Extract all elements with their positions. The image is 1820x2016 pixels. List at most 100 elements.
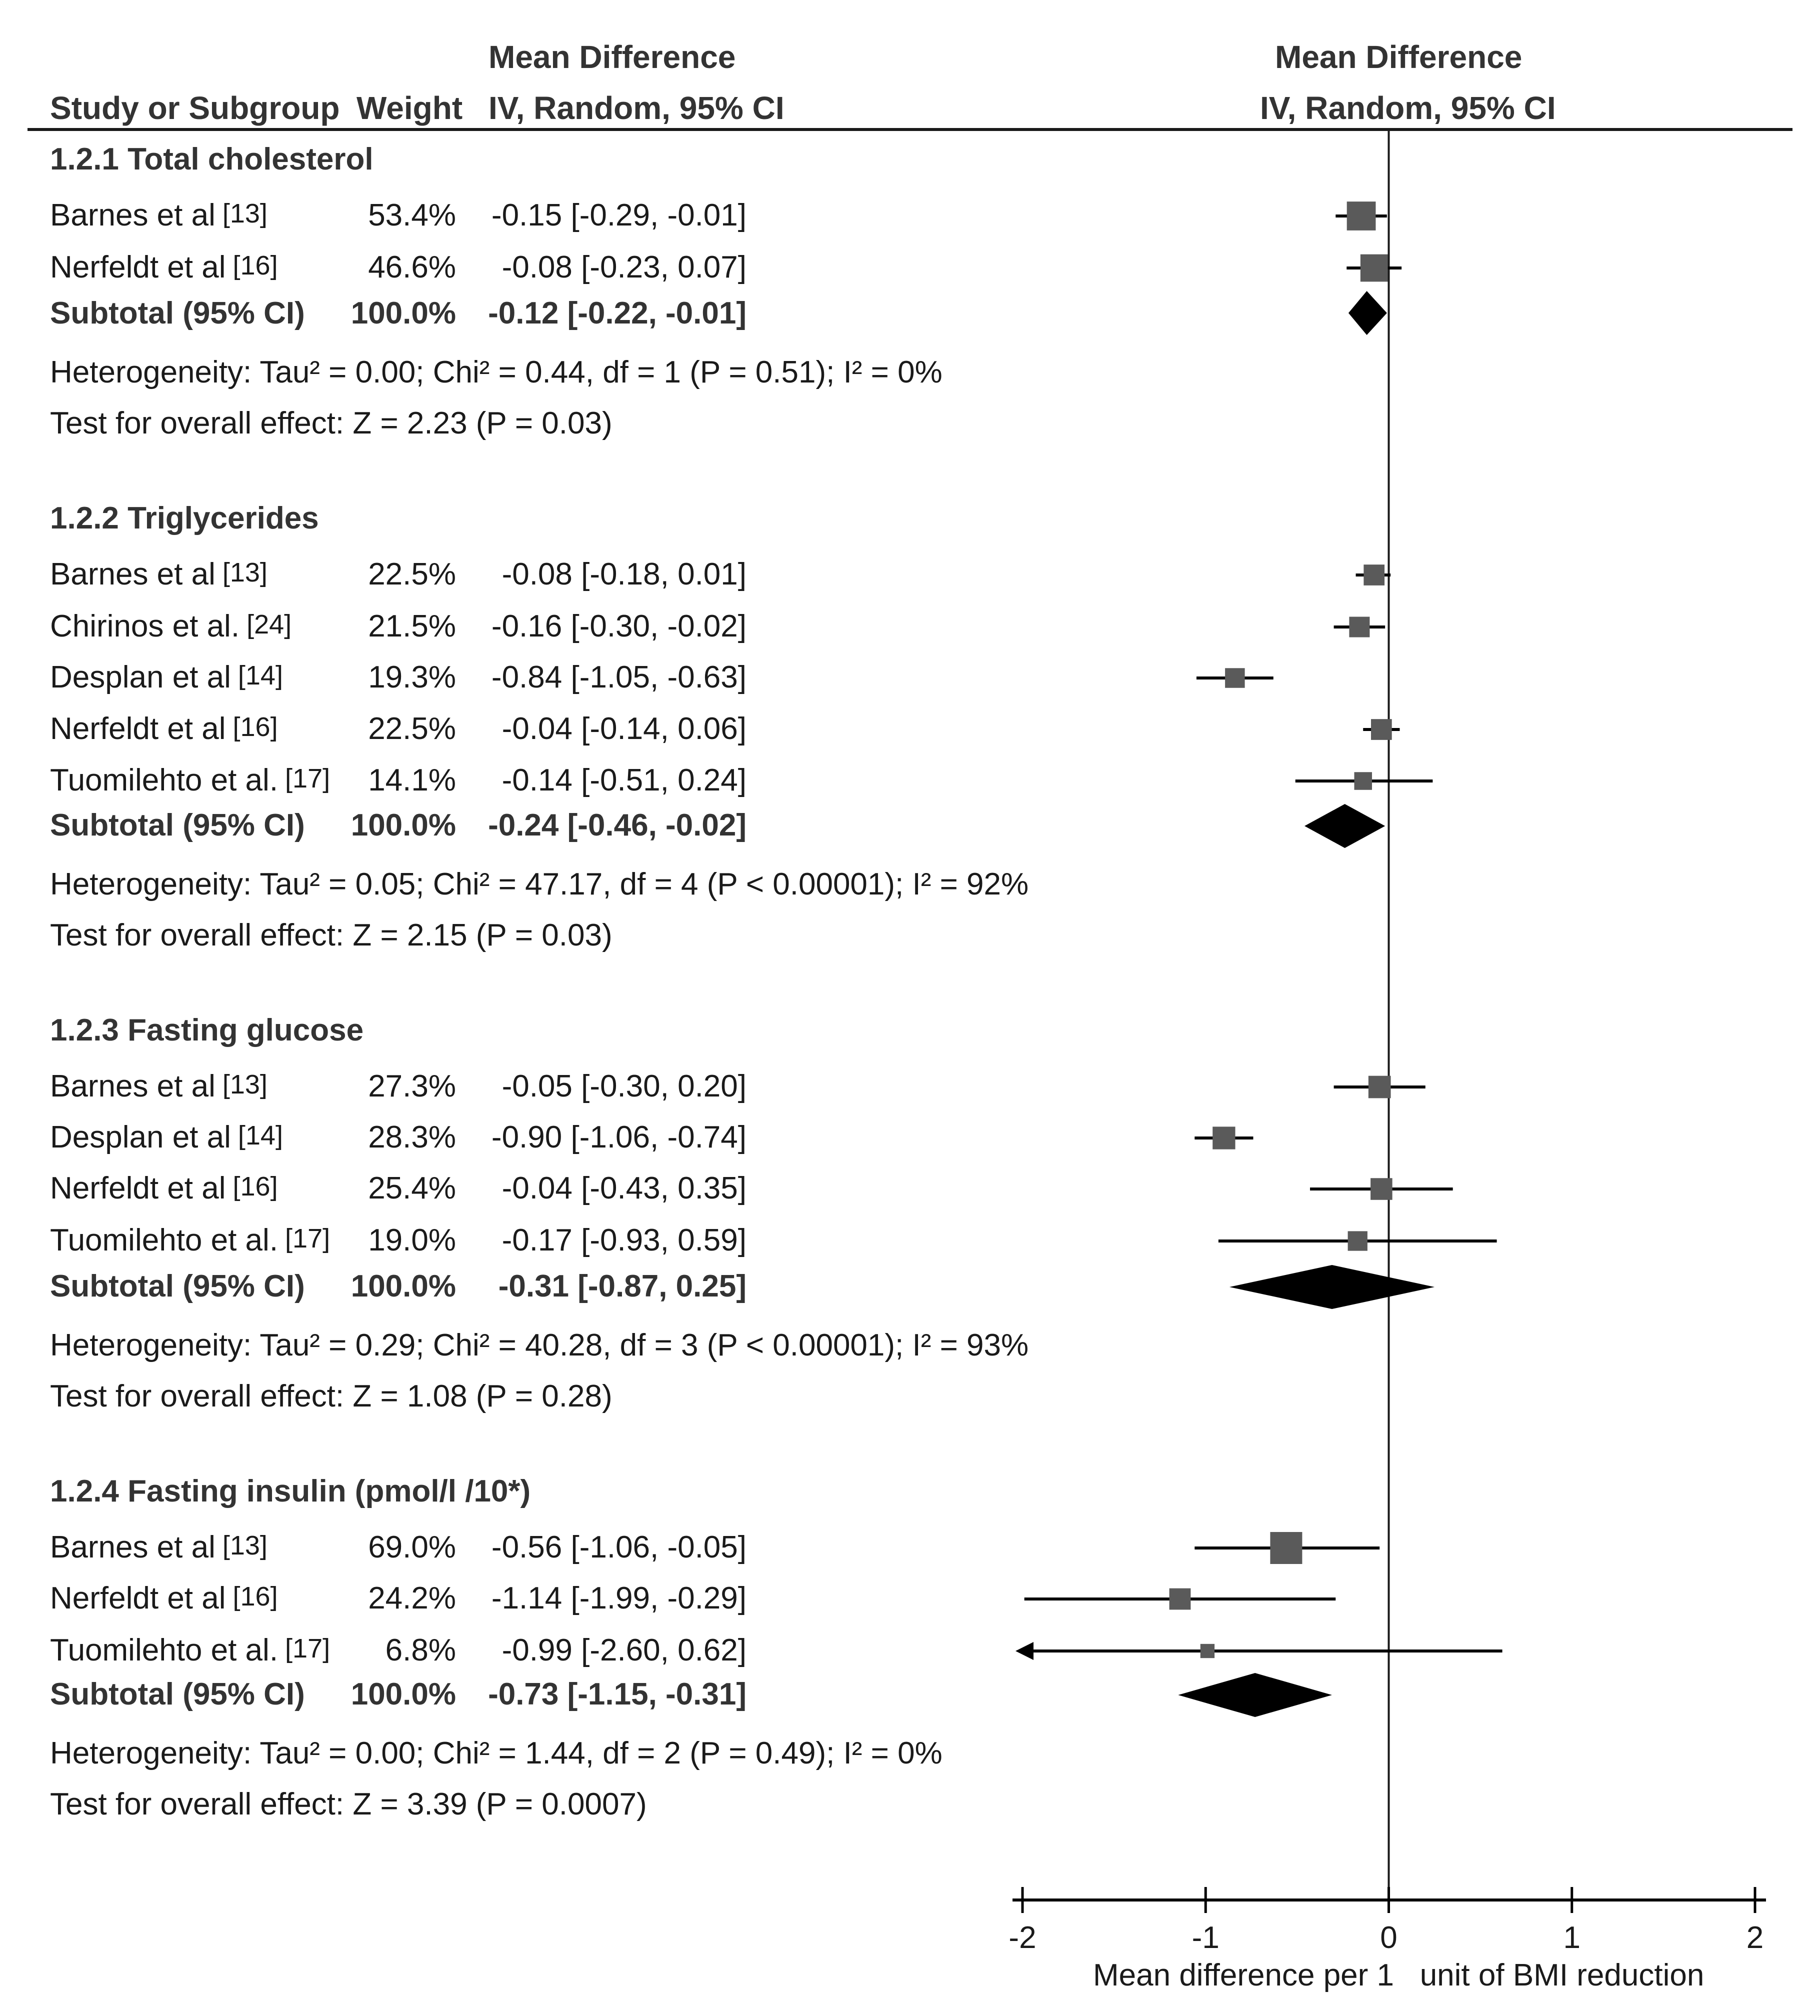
study-ci: -0.08 [-0.23, 0.07] [502,250,746,284]
study-weight: 19.0% [368,1223,456,1258]
study-name: Nerfeldt et al [16] [50,1171,278,1206]
study-weight: 28.3% [368,1120,456,1154]
ci-arrow [1016,1642,1034,1660]
study-marker [1364,564,1385,586]
study-ci: -0.16 [-0.30, -0.02] [491,609,746,644]
heterogeneity-text: Heterogeneity: Tau² = 0.29; Chi² = 40.28… [50,1328,1029,1362]
study-weight: 6.8% [385,1633,456,1668]
subtotal-weight: 100.0% [350,1677,456,1712]
study-name: Barnes et al [13] [50,198,268,232]
study-weight: 46.6% [368,250,456,284]
study-ci: -0.84 [-1.05, -0.63] [491,660,746,694]
study-weight: 27.3% [368,1069,456,1104]
study-marker [1371,719,1392,740]
subtotal-ci: -0.73 [-1.15, -0.31] [488,1677,746,1712]
subtotal-label: Subtotal (95% CI) [50,1677,305,1712]
subtotal-diamond [1304,804,1386,848]
header-weight: Weight [356,90,463,126]
study-name: Tuomilehto et al. [17] [50,1633,330,1668]
group-title: 1.2.1 Total cholesterol [50,142,374,176]
study-marker [1346,202,1376,230]
study-weight: 25.4% [368,1171,456,1206]
subtotal-label: Subtotal (95% CI) [50,808,305,842]
study-ci: -0.90 [-1.06, -0.74] [491,1120,746,1154]
study-ci: -0.05 [-0.30, 0.20] [502,1069,746,1104]
study-ci: -0.14 [-0.51, 0.24] [502,763,746,798]
study-name: Desplan et al [14] [50,1120,283,1154]
overall-effect-text: Test for overall effect: Z = 2.15 (P = 0… [50,918,612,952]
overall-effect-text: Test for overall effect: Z = 1.08 (P = 0… [50,1379,612,1414]
study-ci: -0.04 [-0.43, 0.35] [502,1171,746,1206]
subtotal-ci: -0.12 [-0.22, -0.01] [488,296,746,330]
study-weight: 19.3% [368,660,456,694]
study-name: Tuomilehto et al. [17] [50,763,330,798]
header-md-title: Mean Difference [488,39,736,75]
study-name: Chirinos et al. [24] [50,609,292,644]
group-title: 1.2.2 Triglycerides [50,501,319,536]
study-marker [1349,616,1370,638]
study-ci: -0.15 [-0.29, -0.01] [491,198,746,232]
subtotal-diamond [1348,291,1387,335]
x-axis-label: Mean difference per 1 unit of BMI reduct… [1093,1958,1704,1992]
study-name: Tuomilehto et al. [17] [50,1223,330,1258]
subtotal-weight: 100.0% [350,1269,456,1304]
subtotal-ci: -0.24 [-0.46, -0.02] [488,808,746,842]
study-weight: 21.5% [368,609,456,644]
study-weight: 24.2% [368,1581,456,1616]
header-md-method: IV, Random, 95% CI [488,90,784,126]
subtotal-weight: 100.0% [350,296,456,330]
x-tick-label: -1 [1192,1920,1220,1955]
subtotal-weight: 100.0% [350,808,456,842]
header-study: Study or Subgroup [50,90,340,126]
study-marker [1200,1644,1215,1658]
study-marker [1368,1076,1391,1098]
plot-header-md-method: IV, Random, 95% CI [1260,90,1556,126]
overall-effect-text: Test for overall effect: Z = 2.23 (P = 0… [50,406,612,440]
study-weight: 69.0% [368,1530,456,1564]
study-name: Barnes et al [13] [50,557,268,592]
x-tick-label: 2 [1746,1920,1764,1955]
study-ci: -0.08 [-0.18, 0.01] [502,557,746,592]
study-name: Barnes et al [13] [50,1069,268,1104]
study-ci: -1.14 [-1.99, -0.29] [491,1581,746,1616]
study-marker [1270,1532,1302,1564]
study-marker [1370,1178,1392,1200]
study-ci: -0.99 [-2.60, 0.62] [502,1633,746,1668]
study-name: Nerfeldt et al [16] [50,712,278,746]
study-weight: 22.5% [368,712,456,746]
heterogeneity-text: Heterogeneity: Tau² = 0.05; Chi² = 47.17… [50,867,1029,902]
heterogeneity-text: Heterogeneity: Tau² = 0.00; Chi² = 1.44,… [50,1736,942,1770]
study-name: Nerfeldt et al [16] [50,250,278,284]
group-title: 1.2.4 Fasting insulin (pmol/l /10*) [50,1474,531,1508]
study-ci: -0.04 [-0.14, 0.06] [502,712,746,746]
study-marker [1225,668,1245,688]
subtotal-label: Subtotal (95% CI) [50,1269,305,1304]
study-weight: 53.4% [368,198,456,232]
subtotal-label: Subtotal (95% CI) [50,296,305,330]
study-ci: -0.56 [-1.06, -0.05] [491,1530,746,1564]
study-marker [1212,1126,1236,1150]
x-tick-label: 0 [1380,1920,1397,1955]
plot-header-md-title: Mean Difference [1275,39,1522,75]
study-ci: -0.17 [-0.93, 0.59] [502,1223,746,1258]
subtotal-diamond [1229,1265,1435,1309]
study-marker [1348,1231,1368,1251]
study-weight: 14.1% [368,763,456,798]
study-marker [1169,1588,1191,1610]
subtotal-diamond [1178,1673,1332,1717]
x-tick-label: -2 [1008,1920,1036,1955]
subtotal-ci: -0.31 [-0.87, 0.25] [498,1269,746,1304]
header-rule [28,128,1792,131]
study-marker [1360,254,1388,282]
study-name: Barnes et al [13] [50,1530,268,1564]
study-weight: 22.5% [368,557,456,592]
overall-effect-text: Test for overall effect: Z = 3.39 (P = 0… [50,1787,647,1822]
study-marker [1354,772,1372,790]
study-name: Desplan et al [14] [50,660,283,694]
x-tick-label: 1 [1564,1920,1580,1955]
study-name: Nerfeldt et al [16] [50,1581,278,1616]
heterogeneity-text: Heterogeneity: Tau² = 0.00; Chi² = 0.44,… [50,355,942,390]
group-title: 1.2.3 Fasting glucose [50,1013,364,1048]
